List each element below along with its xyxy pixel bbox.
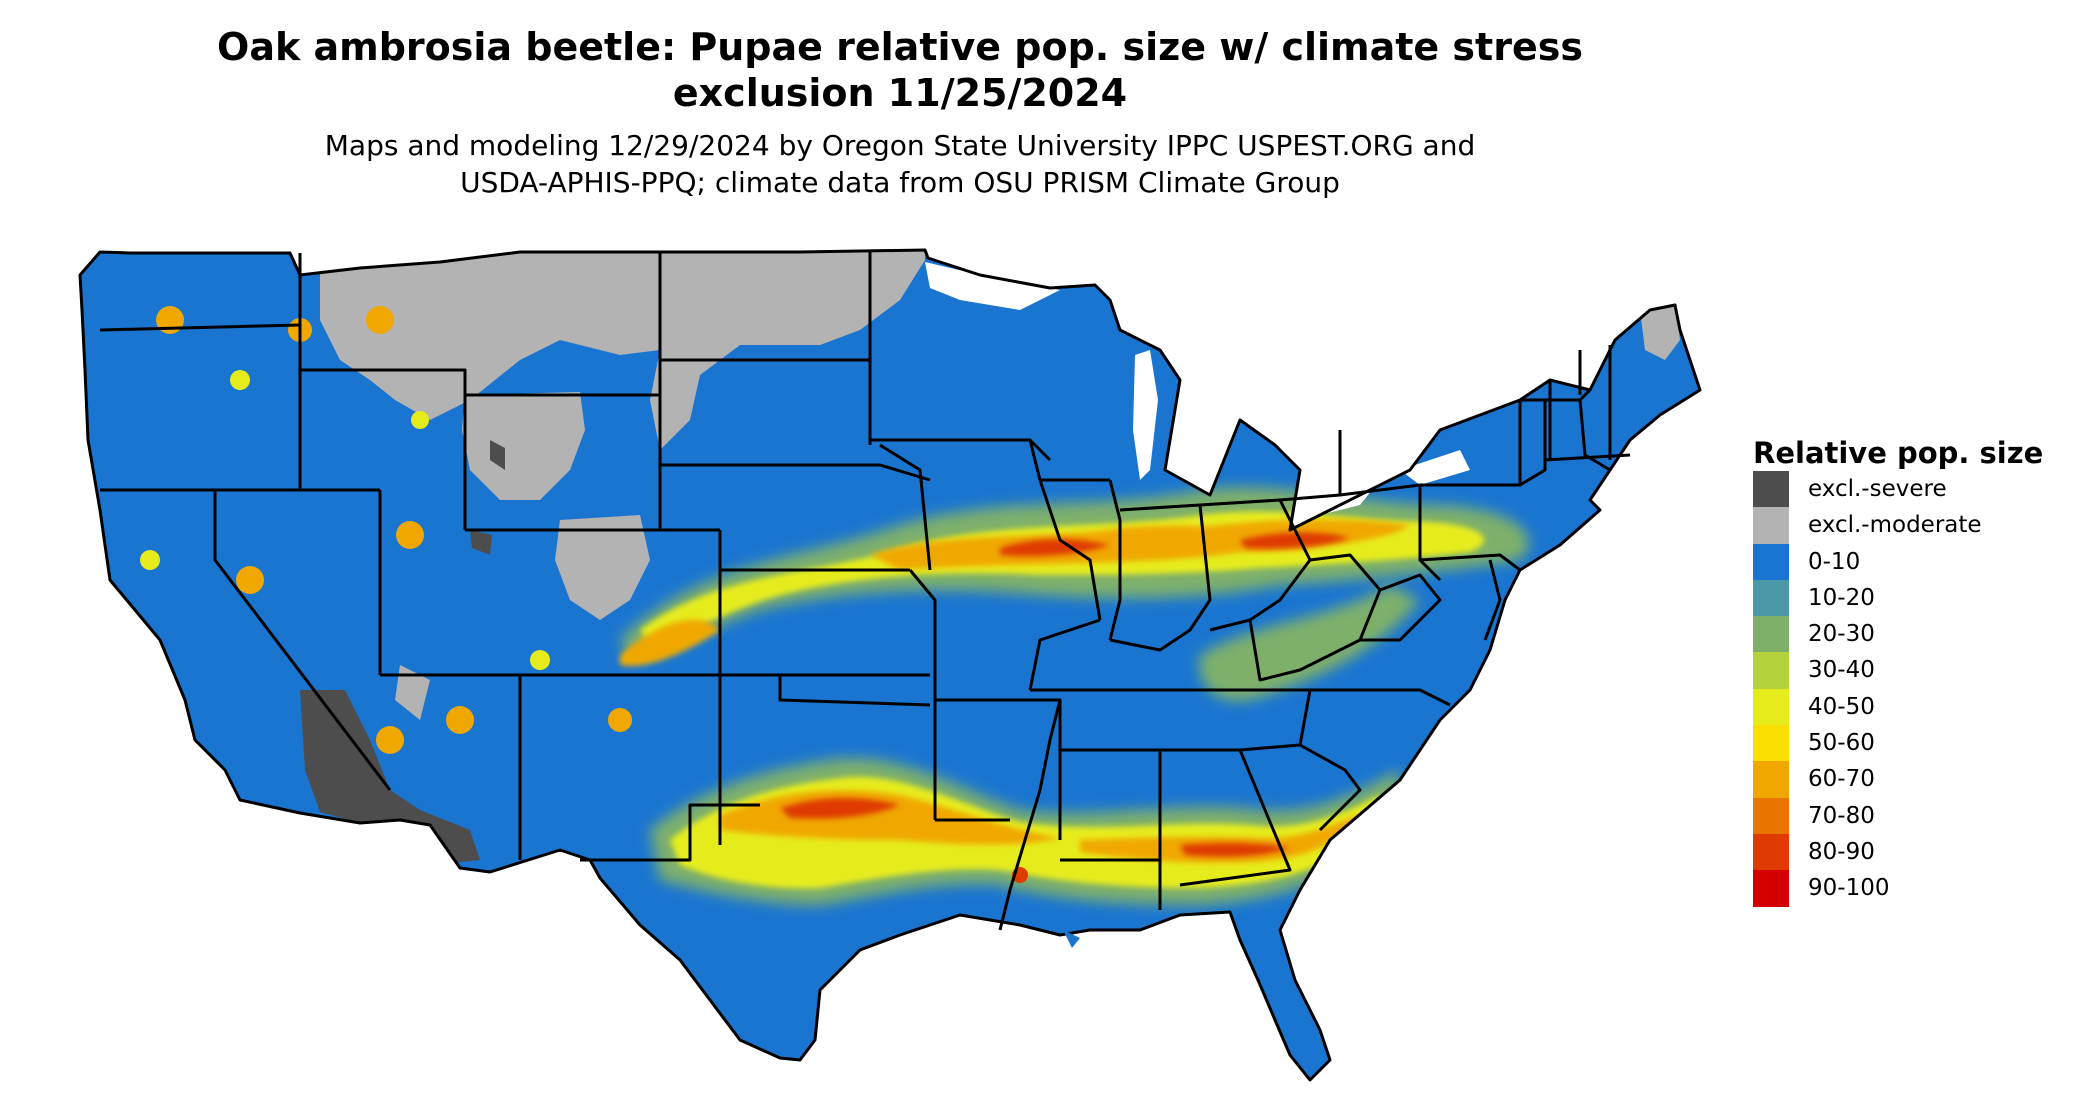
map-legend: Relative pop. size excl.-severe excl.-mod…	[1753, 435, 2093, 907]
map-subtitle-line-2: USDA-APHIS-PPQ; climate data from OSU PR…	[460, 166, 1340, 199]
legend-label: 90-100	[1808, 875, 1890, 902]
legend-item: 90-100	[1753, 870, 2093, 907]
legend-item: 70-80	[1753, 797, 2093, 834]
legend-swatch	[1753, 833, 1789, 871]
map-title-line-1: Oak ambrosia beetle: Pupae relative pop.…	[217, 25, 1583, 69]
legend-label: 0-10	[1808, 548, 1861, 575]
legend-label: 20-30	[1808, 621, 1875, 648]
legend-swatch	[1753, 471, 1789, 508]
legend-swatch	[1753, 870, 1789, 907]
legend-label: 10-20	[1808, 584, 1875, 611]
map-title-line-2: exclusion 11/25/2024	[672, 71, 1128, 115]
legend-swatch	[1753, 507, 1789, 544]
legend-items: excl.-severe excl.-moderate 0-10 10-20 20-30…	[1753, 471, 2093, 907]
legend-label: 40-50	[1808, 693, 1875, 720]
legend-label: excl.-severe	[1808, 476, 1947, 502]
legend-item: 10-20	[1753, 579, 2093, 617]
legend-item: 30-40	[1753, 652, 2093, 689]
legend-swatch	[1753, 688, 1789, 726]
excluded-moderate-areas	[320, 250, 1680, 720]
legend-item: 20-30	[1753, 616, 2093, 653]
legend-item: excl.-severe	[1753, 471, 2093, 508]
legend-swatch	[1753, 725, 1789, 762]
legend-item: 60-70	[1753, 761, 2093, 798]
legend-label: excl.-moderate	[1808, 512, 1982, 539]
legend-swatch	[1753, 761, 1789, 798]
legend-label: 50-60	[1808, 730, 1875, 757]
legend-label: 80-90	[1808, 838, 1875, 865]
legend-item: 0-10	[1753, 543, 2093, 580]
legend-label: 70-80	[1808, 802, 1875, 829]
legend-item: 40-50	[1753, 688, 2093, 726]
legend-label: 60-70	[1808, 766, 1875, 793]
legend-item: excl.-moderate	[1753, 507, 2093, 544]
excluded-severe-areas	[300, 440, 505, 865]
legend-label: 30-40	[1808, 657, 1875, 684]
legend-swatch	[1753, 797, 1789, 834]
legend-swatch	[1753, 579, 1789, 617]
legend-title: Relative pop. size	[1753, 436, 2044, 470]
legend-swatch	[1753, 543, 1789, 580]
us-relative-population-map	[78, 248, 1702, 1082]
map-raster-layer	[80, 250, 1700, 1080]
coastline-accents	[1063, 930, 1291, 1056]
warm-band-core	[780, 532, 1350, 857]
legend-item: 80-90	[1753, 833, 2093, 871]
map-subtitle-line-1: Maps and modeling 12/29/2024 by Oregon S…	[324, 129, 1476, 162]
map-base-fill	[80, 250, 1700, 1080]
legend-swatch	[1753, 652, 1789, 689]
legend-item: 50-60	[1753, 725, 2093, 762]
state-boundaries	[78, 248, 1702, 1082]
legend-swatch	[1753, 616, 1789, 653]
